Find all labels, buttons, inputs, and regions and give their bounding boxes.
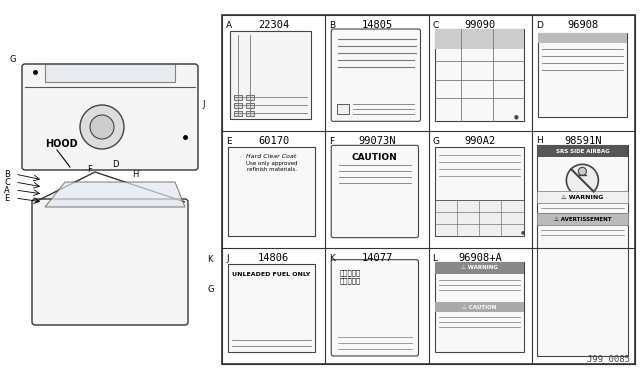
Bar (228, 264, 316, 352)
Bar (230, 31, 311, 119)
Bar (435, 29, 524, 121)
Text: L: L (433, 254, 438, 263)
Polygon shape (45, 182, 185, 207)
Bar (537, 145, 628, 157)
Text: C: C (4, 177, 10, 186)
Bar (537, 213, 628, 225)
Text: 開けるな。: 開けるな。 (339, 270, 360, 276)
Text: 99090: 99090 (465, 20, 496, 30)
Text: Use only approved: Use only approved (246, 161, 298, 166)
Text: CAUTION: CAUTION (352, 153, 397, 162)
FancyBboxPatch shape (332, 260, 419, 356)
Text: E: E (226, 137, 232, 146)
Text: H: H (536, 136, 543, 145)
Text: E: E (4, 193, 10, 202)
Text: G: G (433, 137, 440, 146)
Bar (435, 262, 524, 352)
Text: F: F (87, 165, 92, 174)
Bar (435, 201, 524, 236)
Bar (537, 191, 628, 203)
Bar (246, 95, 254, 100)
Text: 14077: 14077 (361, 253, 392, 263)
Bar (45, 64, 175, 82)
Text: 96908+A: 96908+A (458, 253, 502, 263)
Text: 990A2: 990A2 (465, 136, 496, 146)
FancyBboxPatch shape (22, 64, 198, 170)
Bar (435, 262, 524, 274)
Text: UNLEADED FUEL ONLY: UNLEADED FUEL ONLY (232, 272, 311, 277)
Text: 22304: 22304 (258, 20, 289, 30)
Bar (234, 111, 242, 116)
Text: 96908: 96908 (568, 20, 599, 30)
Text: ●: ● (514, 114, 519, 119)
Circle shape (566, 164, 598, 196)
FancyBboxPatch shape (332, 145, 419, 238)
Text: ●: ● (521, 230, 525, 235)
Text: ⚠ WARNING: ⚠ WARNING (561, 195, 604, 200)
Circle shape (90, 115, 114, 139)
Text: ⚠ AVERTISSEMENT: ⚠ AVERTISSEMENT (554, 217, 611, 222)
Text: B: B (329, 21, 335, 30)
Text: ⚠ CAUTION: ⚠ CAUTION (462, 305, 496, 310)
Text: A: A (4, 186, 10, 195)
Bar (246, 103, 254, 108)
Bar (222, 15, 635, 364)
Bar (234, 95, 242, 100)
Text: J99 0085: J99 0085 (587, 355, 630, 364)
Bar (234, 103, 242, 108)
Bar (538, 33, 627, 43)
Bar (228, 147, 316, 236)
Text: 60170: 60170 (258, 136, 289, 146)
Text: A: A (226, 21, 232, 30)
Text: 99073N: 99073N (358, 136, 396, 146)
Text: HOOD: HOOD (45, 139, 77, 149)
Text: 98591N: 98591N (564, 136, 602, 146)
Text: 14806: 14806 (258, 253, 289, 263)
Text: J: J (226, 254, 228, 263)
Bar (435, 302, 524, 312)
Text: C: C (433, 21, 439, 30)
FancyBboxPatch shape (32, 199, 188, 325)
Text: D: D (536, 21, 543, 30)
Text: B: B (4, 170, 10, 179)
Bar (435, 147, 524, 236)
Bar (537, 145, 628, 356)
Bar (337, 104, 349, 114)
Text: ⚠ WARNING: ⚠ WARNING (461, 265, 497, 270)
Text: refinish materials.: refinish materials. (246, 167, 296, 172)
Text: Hard Clear Coat: Hard Clear Coat (246, 154, 297, 159)
Circle shape (80, 105, 124, 149)
Text: H: H (132, 170, 138, 179)
Bar (435, 29, 524, 49)
Text: SRS SIDE AIRBAG: SRS SIDE AIRBAG (556, 149, 609, 154)
Text: F: F (329, 137, 334, 146)
Circle shape (579, 167, 586, 175)
Bar (538, 33, 627, 117)
Text: D: D (112, 160, 118, 169)
Text: G: G (207, 285, 214, 294)
Text: 14805: 14805 (361, 20, 392, 30)
FancyBboxPatch shape (332, 29, 420, 121)
Bar (246, 111, 254, 116)
Text: K: K (329, 254, 335, 263)
Text: G: G (10, 55, 17, 64)
Text: K: K (207, 255, 212, 264)
Text: あけるな。: あけるな。 (339, 278, 360, 284)
Text: J: J (202, 100, 205, 109)
